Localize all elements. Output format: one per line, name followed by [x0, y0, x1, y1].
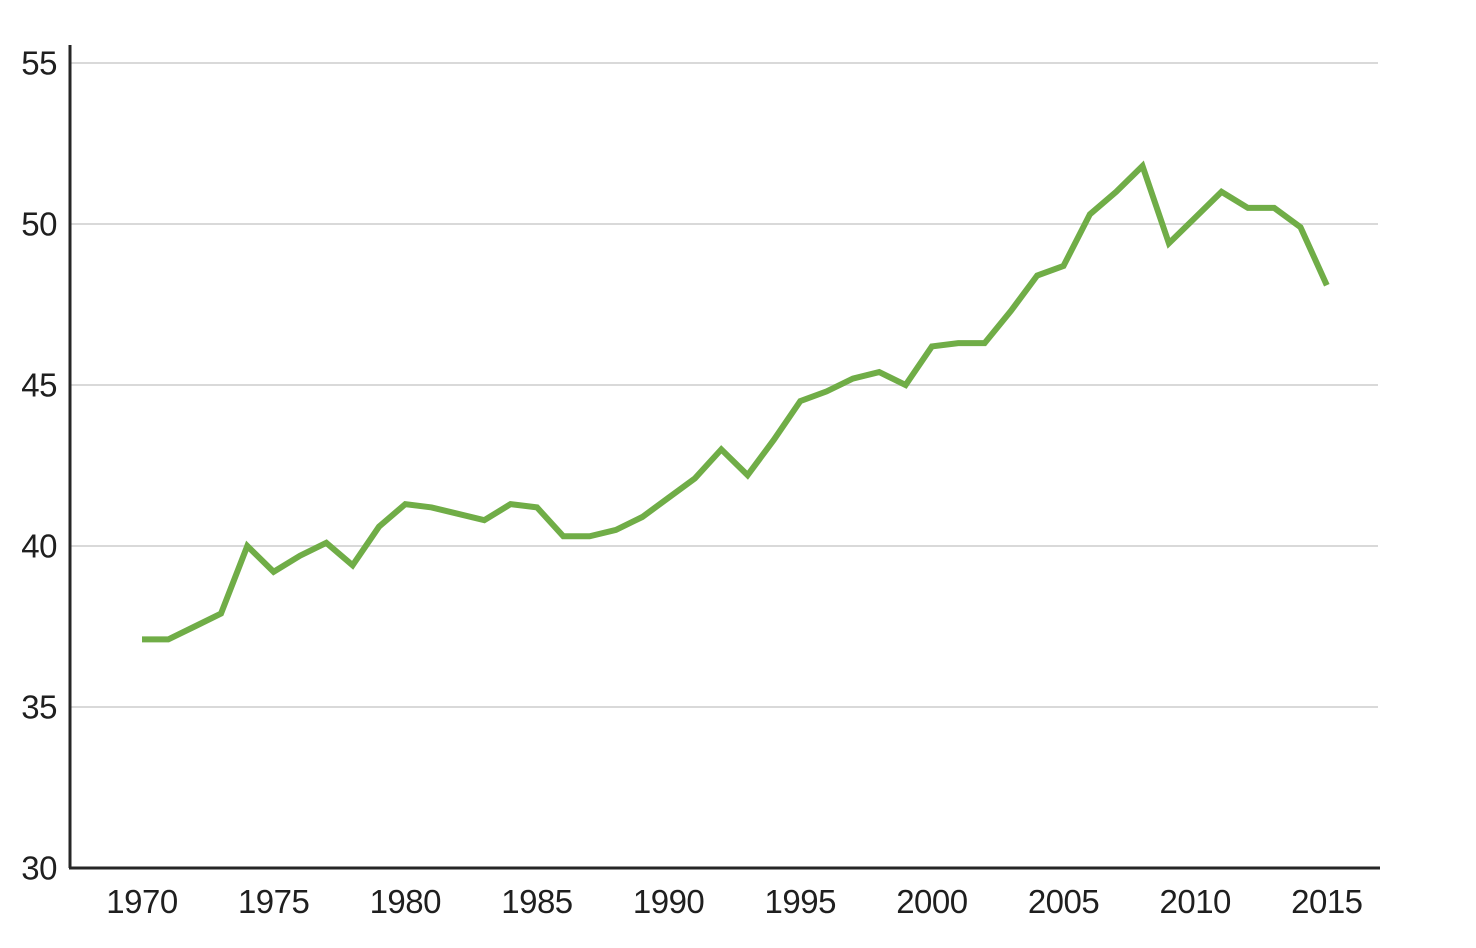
x-tick-label: 1985: [501, 883, 572, 920]
y-tick-label: 40: [21, 528, 57, 565]
x-tick-label: 2010: [1159, 883, 1231, 920]
y-tick-label: 45: [21, 367, 57, 404]
x-tick-label: 2000: [896, 883, 968, 920]
x-tick-label: 1980: [370, 883, 442, 920]
data-series-line: [142, 160, 1330, 643]
x-tick-label: 1970: [106, 883, 178, 920]
y-tick-label: 35: [21, 689, 57, 726]
x-tick-label: 2015: [1291, 883, 1362, 920]
y-tick-label: 30: [21, 850, 57, 887]
x-tick-label: 1975: [238, 883, 309, 920]
x-tick-label: 1990: [633, 883, 705, 920]
x-tick-label: 1995: [765, 883, 836, 920]
x-tick-label: 2005: [1028, 883, 1099, 920]
y-tick-label: 55: [21, 45, 57, 82]
y-tick-label: 50: [21, 206, 57, 243]
